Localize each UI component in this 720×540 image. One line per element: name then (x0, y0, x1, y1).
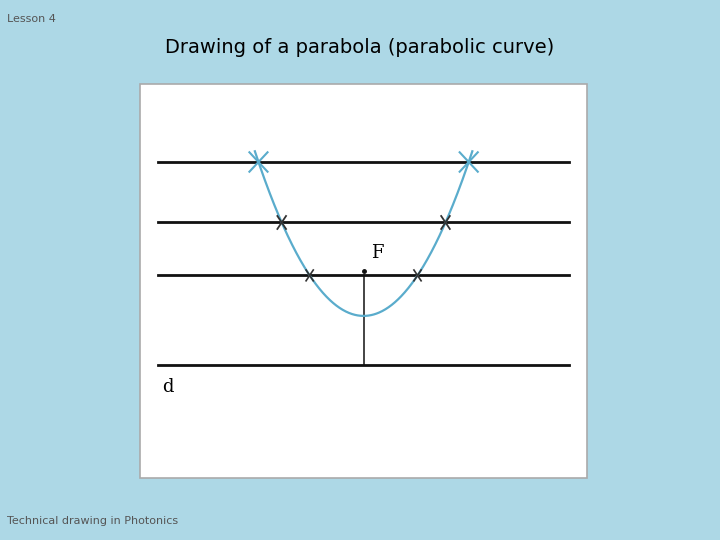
Text: d: d (162, 378, 174, 396)
FancyBboxPatch shape (140, 84, 587, 478)
Text: F: F (371, 244, 383, 262)
Text: Drawing of a parabola (parabolic curve): Drawing of a parabola (parabolic curve) (166, 38, 554, 57)
Text: Technical drawing in Photonics: Technical drawing in Photonics (7, 516, 179, 526)
Text: Lesson 4: Lesson 4 (7, 14, 56, 24)
